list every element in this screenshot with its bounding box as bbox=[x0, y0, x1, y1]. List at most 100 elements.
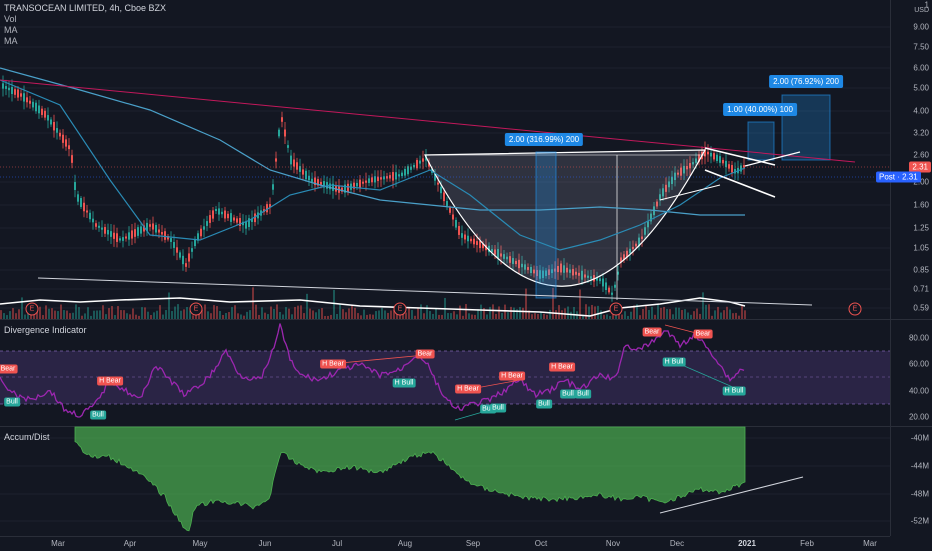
candle bbox=[302, 169, 304, 175]
candle bbox=[647, 221, 649, 228]
candle bbox=[395, 172, 397, 180]
price-axis[interactable]: 1 USD 9.00 7.50 6.00 5.00 4.00 3.20 2.60… bbox=[890, 0, 932, 536]
volume-bar bbox=[543, 313, 545, 319]
volume-bar bbox=[678, 307, 680, 319]
volume-bar bbox=[537, 313, 539, 319]
earnings-event-icon[interactable]: E bbox=[393, 302, 407, 316]
candle bbox=[89, 212, 91, 220]
candle bbox=[518, 259, 520, 269]
candle bbox=[380, 177, 382, 180]
measure-callout-3[interactable]: 2.00 (76.92%) 200 bbox=[769, 75, 843, 88]
volume-bar bbox=[6, 315, 8, 319]
volume-bar bbox=[591, 304, 593, 319]
candle bbox=[353, 182, 355, 189]
volume-bar bbox=[84, 313, 86, 319]
price-tick: 9.00 bbox=[913, 22, 929, 32]
volume-bar bbox=[657, 304, 659, 319]
candle bbox=[578, 272, 580, 276]
volume-bar bbox=[150, 315, 152, 319]
candle bbox=[248, 218, 250, 227]
measure-callout-2[interactable]: 1.00 (40.00%) 100 bbox=[723, 103, 797, 116]
legend-vol[interactable]: Vol bbox=[4, 14, 17, 24]
volume-bar bbox=[465, 304, 467, 319]
volume-bar bbox=[147, 311, 149, 319]
earnings-event-icon[interactable]: E bbox=[25, 302, 39, 316]
candle bbox=[428, 162, 430, 167]
divergence-label-bull: Bull bbox=[4, 397, 20, 407]
volume-bar bbox=[375, 311, 377, 319]
volume-bar bbox=[534, 313, 536, 319]
volume-bar bbox=[450, 313, 452, 319]
candle bbox=[608, 287, 610, 293]
volume-bar bbox=[489, 306, 491, 319]
volume-bar bbox=[393, 310, 395, 319]
candle bbox=[233, 217, 235, 221]
price-chart[interactable] bbox=[0, 0, 890, 319]
pane-separator[interactable] bbox=[0, 319, 932, 320]
volume-bar bbox=[447, 313, 449, 319]
candle bbox=[146, 222, 148, 232]
candle bbox=[596, 277, 598, 281]
candle bbox=[254, 213, 256, 223]
accum-dist-title[interactable]: Accum/Dist bbox=[4, 432, 50, 442]
divergence-pane[interactable]: Divergence Indicator Bear Bull H Bear Bull H… bbox=[0, 320, 890, 426]
candle bbox=[131, 230, 133, 239]
candle bbox=[464, 234, 466, 240]
volume-bar bbox=[306, 293, 308, 319]
price-pane[interactable]: TRANSOCEAN LIMITED, 4h, Cboe BZX Vol MA … bbox=[0, 0, 890, 319]
volume-bar bbox=[39, 306, 41, 319]
volume-bar bbox=[363, 309, 365, 319]
symbol-title[interactable]: TRANSOCEAN LIMITED, 4h, Cboe BZX bbox=[4, 3, 167, 13]
legend-ma-1[interactable]: MA bbox=[4, 25, 18, 35]
candle bbox=[563, 265, 565, 273]
volume-bar bbox=[597, 305, 599, 319]
candle bbox=[266, 204, 268, 213]
volume-bar bbox=[642, 309, 644, 319]
volume-bar bbox=[492, 304, 494, 319]
earnings-event-icon[interactable]: E bbox=[609, 302, 623, 316]
time-axis[interactable]: Mar Apr May Jun Jul Aug Sep Oct Nov Dec … bbox=[0, 536, 890, 551]
volume-bar bbox=[606, 314, 608, 319]
volume-bar bbox=[246, 311, 248, 319]
volume-bar bbox=[669, 309, 671, 319]
accum-dist-pane[interactable]: Accum/Dist bbox=[0, 426, 890, 536]
volume-bar bbox=[57, 311, 59, 319]
volume-bar bbox=[561, 310, 563, 319]
divergence-chart[interactable] bbox=[0, 320, 890, 426]
candle bbox=[209, 215, 211, 223]
measure-callout-1[interactable]: 2.00 (316.99%) 200 bbox=[504, 133, 584, 146]
divergence-title[interactable]: Divergence Indicator bbox=[4, 325, 87, 335]
candle bbox=[161, 232, 163, 235]
earnings-event-icon[interactable]: E bbox=[189, 302, 203, 316]
volume-bar bbox=[648, 309, 650, 319]
volume-bar bbox=[186, 306, 188, 319]
candle bbox=[404, 168, 406, 176]
candle bbox=[56, 128, 58, 133]
candle bbox=[581, 270, 583, 280]
flag-upper-line bbox=[704, 147, 776, 166]
candle bbox=[50, 119, 52, 125]
volume-bar bbox=[546, 314, 548, 319]
volume-bar bbox=[252, 287, 254, 319]
candle bbox=[536, 270, 538, 276]
volume-bar bbox=[0, 310, 2, 319]
volume-bar bbox=[204, 304, 206, 319]
volume-bar bbox=[303, 313, 305, 319]
price-tick: 7.50 bbox=[913, 42, 929, 52]
legend-ma-2[interactable]: MA bbox=[4, 36, 18, 46]
volume-bar bbox=[291, 314, 293, 319]
candle bbox=[119, 238, 121, 241]
earnings-event-icon[interactable]: E bbox=[848, 302, 862, 316]
volume-bar bbox=[654, 314, 656, 319]
volume-bar bbox=[483, 308, 485, 319]
volume-bar bbox=[549, 309, 551, 319]
candle bbox=[137, 227, 139, 236]
candle bbox=[155, 224, 157, 233]
candle bbox=[224, 210, 226, 219]
candle bbox=[158, 229, 160, 233]
volume-bar bbox=[567, 306, 569, 319]
volume-bar bbox=[585, 304, 587, 319]
accum-dist-chart[interactable] bbox=[0, 426, 890, 536]
pane-separator[interactable] bbox=[0, 426, 932, 427]
volume-bar bbox=[627, 315, 629, 319]
